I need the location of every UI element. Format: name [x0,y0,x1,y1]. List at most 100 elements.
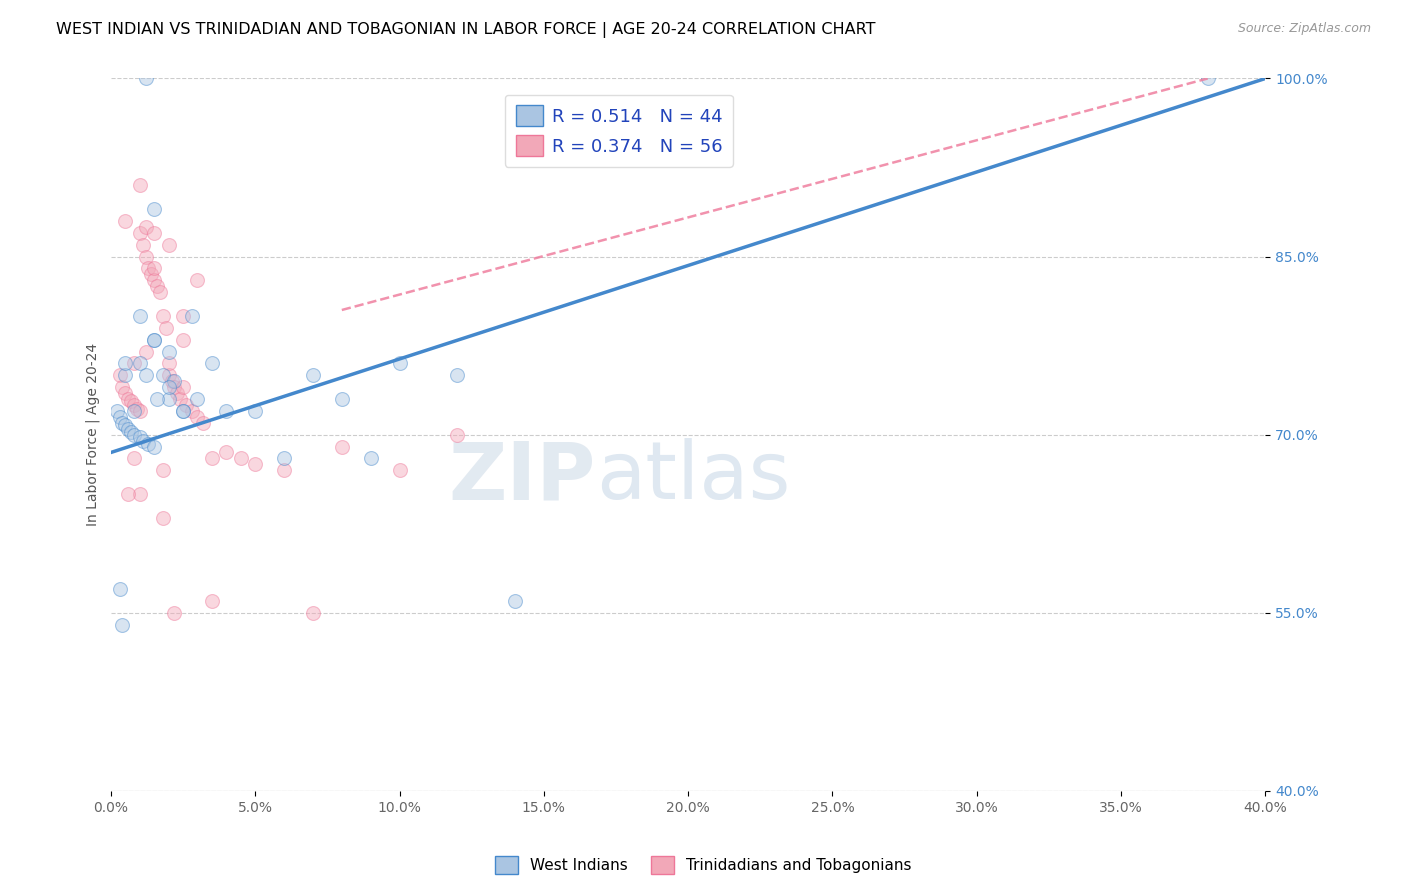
Point [446,427,468,442]
Point [128,487,150,501]
Point [172,309,194,323]
Point [172,333,194,347]
Point [172,404,194,418]
Point [215,404,238,418]
Point [186,273,208,287]
Point [114,214,136,228]
Point [149,285,172,300]
Point [163,380,186,394]
Point [128,309,150,323]
Point [128,178,150,193]
Point [229,451,252,466]
Point [114,418,136,433]
Point [193,416,215,430]
Point [131,237,153,252]
Point [122,427,145,442]
Point [117,487,139,501]
Point [152,463,174,477]
Point [201,451,224,466]
Point [273,451,295,466]
Point [117,392,139,406]
Point [143,226,166,240]
Point [122,398,145,412]
Point [143,261,166,276]
Point [152,510,174,524]
Point [172,404,194,418]
Point [180,309,202,323]
Text: Source: ZipAtlas.com: Source: ZipAtlas.com [1237,22,1371,36]
Point [128,226,150,240]
Point [152,309,174,323]
Point [114,356,136,370]
Point [174,398,197,412]
Point [122,404,145,418]
Point [302,368,325,383]
Point [120,394,142,409]
Point [146,392,169,406]
Point [128,356,150,370]
Point [245,404,267,418]
Point [169,392,191,406]
Point [201,594,224,608]
Legend: West Indians, Trinidadians and Tobagonians: West Indians, Trinidadians and Tobagonia… [489,850,917,880]
Point [157,356,180,370]
Point [172,380,194,394]
Point [503,594,526,608]
Point [360,451,382,466]
Point [135,219,157,234]
Point [163,374,186,388]
Point [135,368,157,383]
Point [128,430,150,444]
Point [135,250,157,264]
Point [157,380,180,394]
Point [138,437,160,451]
Point [143,202,166,216]
Point [186,392,208,406]
Point [180,404,202,418]
Legend: R = 0.514   N = 44, R = 0.374   N = 56: R = 0.514 N = 44, R = 0.374 N = 56 [505,95,733,167]
Point [330,392,353,406]
Point [302,606,325,620]
Point [330,440,353,454]
Point [157,237,180,252]
Point [135,71,157,86]
Point [122,356,145,370]
Point [446,368,468,383]
Point [108,582,131,596]
Point [122,451,145,466]
Point [105,404,128,418]
Point [388,356,411,370]
Point [143,333,166,347]
Point [143,273,166,287]
Point [160,374,183,388]
Point [166,386,188,401]
Point [157,344,180,359]
Point [138,261,160,276]
Y-axis label: In Labor Force | Age 20-24: In Labor Force | Age 20-24 [86,343,100,526]
Point [131,434,153,448]
Point [146,279,169,293]
Point [108,409,131,424]
Point [163,606,186,620]
Point [117,422,139,436]
Point [1197,71,1219,86]
Point [111,617,134,632]
Point [152,368,174,383]
Point [135,344,157,359]
Text: atlas: atlas [596,438,790,516]
Point [141,268,163,282]
Point [157,368,180,383]
Point [186,409,208,424]
Point [143,333,166,347]
Point [155,320,177,334]
Point [111,416,134,430]
Point [245,458,267,472]
Point [120,425,142,440]
Point [143,440,166,454]
Point [111,380,134,394]
Point [273,463,295,477]
Text: ZIP: ZIP [449,438,596,516]
Point [388,463,411,477]
Point [215,445,238,459]
Point [125,401,148,416]
